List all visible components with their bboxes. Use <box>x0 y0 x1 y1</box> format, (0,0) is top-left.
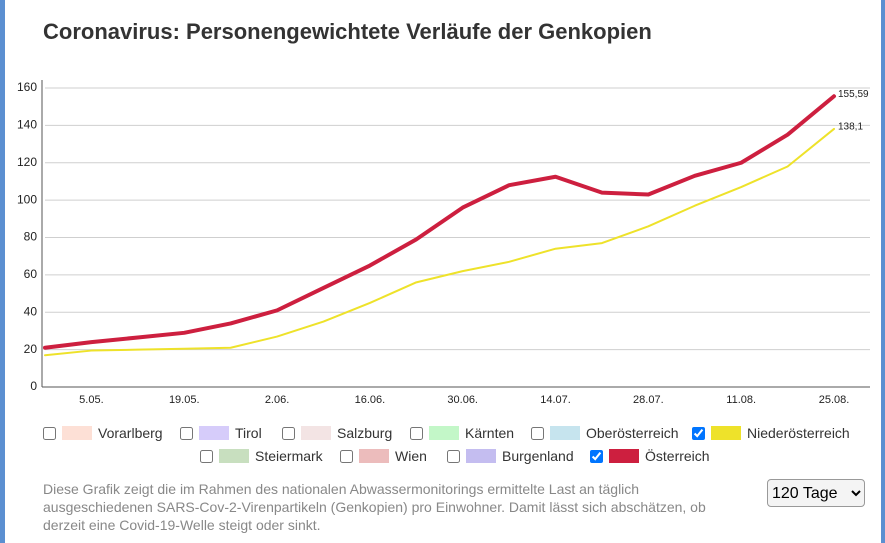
legend-checkbox[interactable] <box>692 426 705 440</box>
y-tick-label: 140 <box>17 118 37 132</box>
x-tick-label: 16.06. <box>355 394 386 406</box>
legend-swatch <box>466 449 496 463</box>
legend-label: Steiermark <box>255 448 323 464</box>
x-tick-label: 5.05. <box>79 394 103 406</box>
legend-item[interactable]: Kärnten <box>410 423 514 443</box>
legend-swatch <box>359 449 389 463</box>
chart-title: Coronavirus: Personengewichtete Verläufe… <box>43 19 652 44</box>
x-tick-label: 25.08. <box>819 394 850 406</box>
y-tick-label: 100 <box>17 192 37 206</box>
series-line <box>43 94 836 350</box>
value-label: 138,1 <box>838 122 863 133</box>
y-tick-label: 160 <box>17 80 37 94</box>
legend-label: Burgenland <box>502 448 574 464</box>
value-label: 155,59 <box>838 89 869 100</box>
y-tick-label: 20 <box>24 342 38 356</box>
legend-checkbox[interactable] <box>410 426 423 440</box>
legend-checkbox[interactable] <box>590 449 603 463</box>
legend-item[interactable]: Burgenland <box>447 446 574 466</box>
series-line <box>44 127 835 357</box>
legend-label: Wien <box>395 448 427 464</box>
legend-label: Vorarlberg <box>98 425 163 441</box>
legend-checkbox[interactable] <box>282 426 295 440</box>
legend-checkbox[interactable] <box>340 449 353 463</box>
legend-item[interactable]: Salzburg <box>282 423 392 443</box>
legend-checkbox[interactable] <box>43 426 56 440</box>
legend-swatch <box>550 426 580 440</box>
x-tick-label: 28.07. <box>633 394 664 406</box>
legend-label: Oberösterreich <box>586 425 679 441</box>
legend-swatch <box>711 426 741 440</box>
y-tick-label: 0 <box>30 379 37 393</box>
x-tick-label: 30.06. <box>447 394 478 406</box>
legend-swatch <box>429 426 459 440</box>
period-select[interactable]: 120 Tage <box>767 479 865 507</box>
legend-label: Salzburg <box>337 425 393 441</box>
legend-label: Tirol <box>235 425 262 441</box>
legend-item[interactable]: Vorarlberg <box>43 423 163 443</box>
legend-label: Niederösterreich <box>747 425 850 441</box>
legend-swatch <box>609 449 639 463</box>
legend-checkbox[interactable] <box>200 449 213 463</box>
legend-swatch <box>199 426 229 440</box>
legend-label: Kärnten <box>465 425 515 441</box>
legend-item[interactable]: Steiermark <box>200 446 323 466</box>
legend-swatch <box>62 426 92 440</box>
legend-checkbox[interactable] <box>531 426 544 440</box>
x-tick-label: 2.06. <box>265 394 289 406</box>
chart: Coronavirus: Personengewichtete Verläufe… <box>17 19 870 406</box>
x-tick-label: 19.05. <box>169 394 200 406</box>
y-tick-label: 120 <box>17 155 37 169</box>
legend-checkbox[interactable] <box>180 426 193 440</box>
legend-swatch <box>301 426 331 440</box>
legend-item[interactable]: Tirol <box>180 423 262 443</box>
x-tick-label: 14.07. <box>540 394 571 406</box>
legend-item[interactable]: Oberösterreich <box>531 423 679 443</box>
legend-swatch <box>219 449 249 463</box>
y-tick-label: 80 <box>24 230 38 244</box>
y-tick-label: 40 <box>24 304 38 318</box>
legend-item[interactable]: Österreich <box>590 446 710 466</box>
legend-item[interactable]: Wien <box>340 446 427 466</box>
description: Diese Grafik zeigt die im Rahmen des nat… <box>43 481 706 533</box>
legend-item[interactable]: Niederösterreich <box>692 423 850 443</box>
x-tick-label: 11.08. <box>726 394 756 406</box>
y-tick-label: 60 <box>24 267 38 281</box>
legend-checkbox[interactable] <box>447 449 460 463</box>
legend-label: Österreich <box>645 448 710 464</box>
